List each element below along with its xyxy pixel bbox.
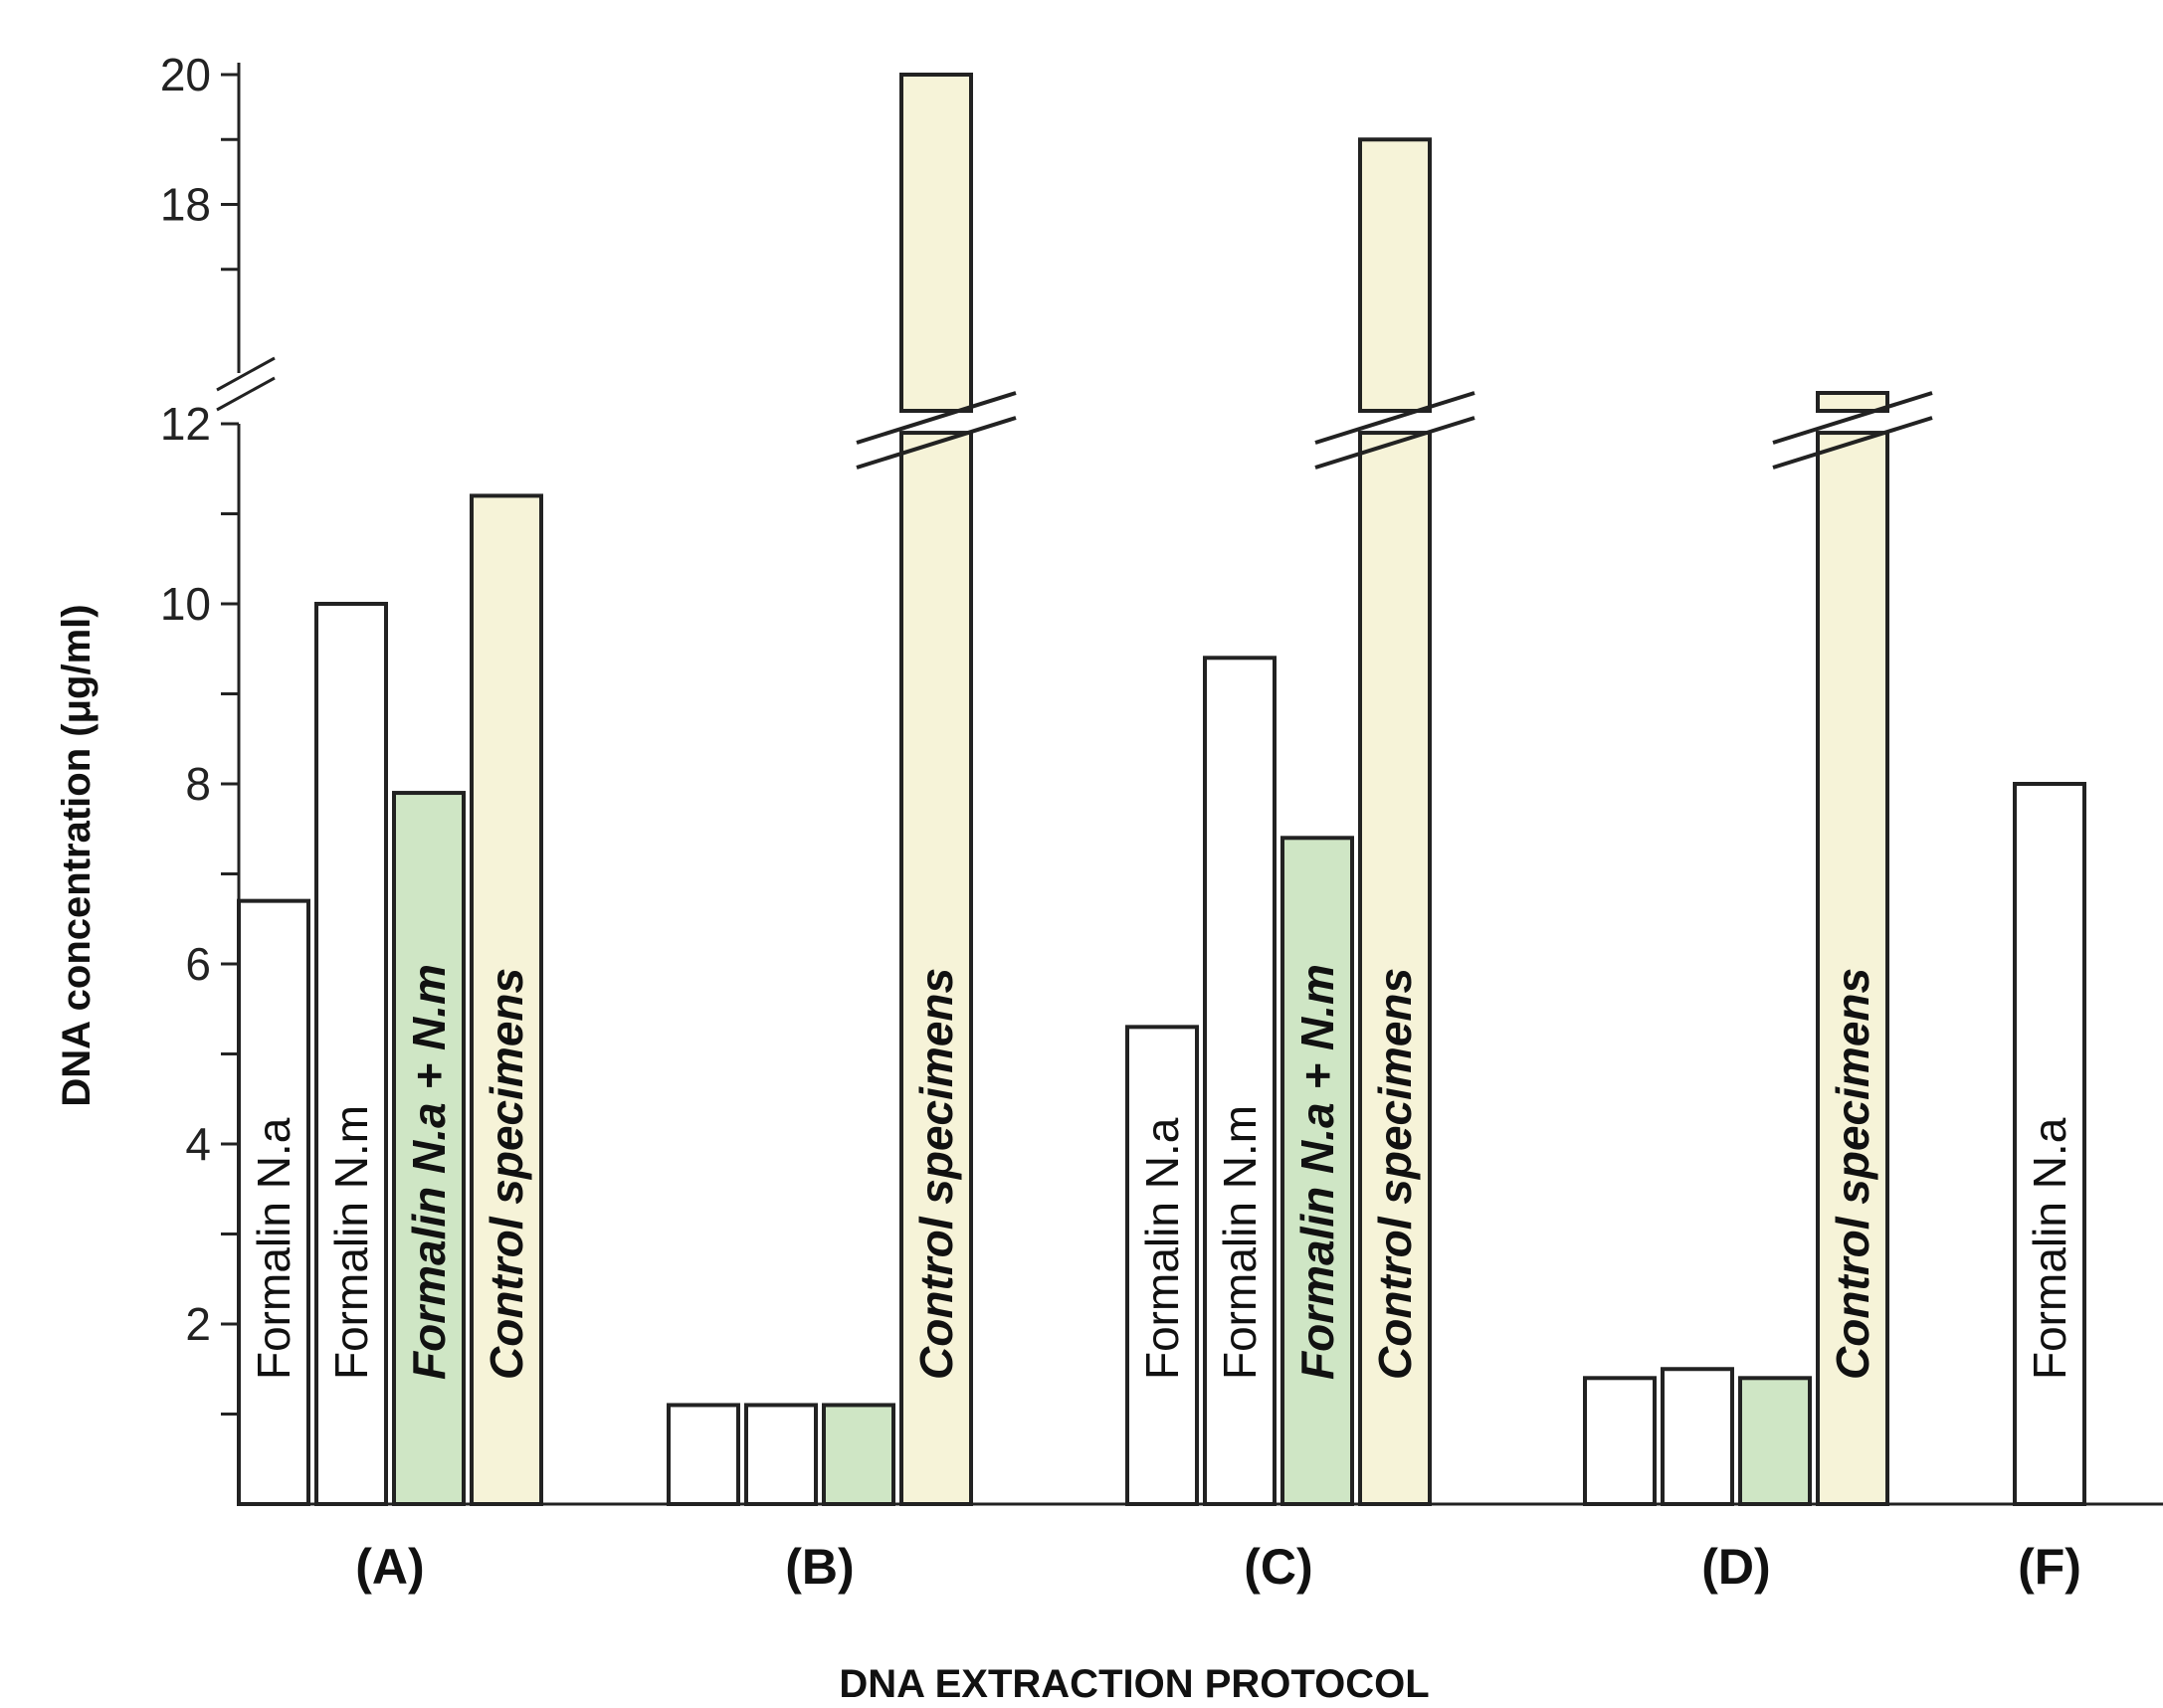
bar [237, 898, 310, 1506]
y-tick-label: 20 [160, 49, 211, 100]
y-axis-break-mark [216, 356, 276, 392]
bar-label: Formalin N.a [248, 1117, 299, 1380]
y-axis-break-mark [216, 376, 276, 412]
bar-upper-segment [1816, 391, 1889, 413]
bar [314, 602, 388, 1506]
bar-break-mark [1772, 391, 1933, 445]
y-tick-label: 8 [185, 758, 211, 810]
bar [1661, 1367, 1734, 1506]
bar [822, 1403, 895, 1506]
y-tick-label: 6 [185, 938, 211, 990]
bar [1583, 1376, 1657, 1507]
bar [470, 493, 543, 1506]
group-label: (B) [785, 1539, 854, 1595]
bar [1816, 431, 1889, 1506]
bar [1203, 656, 1277, 1506]
bar-label: Control specimens [481, 968, 532, 1380]
y-tick-label: 4 [185, 1118, 211, 1170]
x-axis-title: DNA EXTRACTION PROTOCOL [839, 1662, 1429, 1703]
bar-label: Control specimens [1827, 968, 1878, 1380]
y-tick-label: 18 [160, 179, 211, 231]
bar [744, 1403, 818, 1506]
bar-break-mark [856, 416, 1017, 470]
bar [1280, 836, 1354, 1506]
bar [899, 431, 973, 1506]
bar [667, 1403, 740, 1506]
bar-break-mark [856, 391, 1017, 445]
group-label: (D) [1701, 1539, 1770, 1595]
bar-label: Formalin N.m [1214, 1105, 1266, 1380]
bar-label: Formalin N.a [1136, 1117, 1188, 1380]
bar-label: Formalin N.a [2024, 1117, 2075, 1380]
bar-upper-segment [1358, 137, 1432, 413]
bar-break-mark [1314, 391, 1475, 445]
group-label: (C) [1244, 1539, 1312, 1595]
labels-group: DNA concentration (μg/ml) DNA EXTRACTION … [55, 604, 2081, 1706]
bar [392, 791, 466, 1506]
y-axis-title: DNA concentration (μg/ml) [55, 604, 98, 1106]
bar [1738, 1376, 1812, 1507]
bar-label: Control specimens [910, 968, 962, 1380]
bar-break-mark [1772, 416, 1933, 470]
bar-label: Control specimens [1369, 968, 1421, 1380]
bar-label: Formalin N.a + N.m [403, 964, 455, 1380]
bar-label: Formalin N.m [325, 1105, 377, 1380]
bar-break-mark [1314, 416, 1475, 470]
bar-label: Formalin N.a + N.m [1291, 964, 1343, 1380]
group-label: (F) [2018, 1539, 2081, 1595]
group-label: (A) [355, 1539, 424, 1595]
bars-group [237, 73, 2086, 1507]
y-tick-label: 12 [160, 398, 211, 450]
y-tick-label: 10 [160, 578, 211, 630]
bar [1358, 431, 1432, 1506]
bar-upper-segment [899, 73, 973, 413]
y-tick-label: 2 [185, 1298, 211, 1350]
bar [2013, 782, 2086, 1506]
bar [1125, 1025, 1199, 1506]
